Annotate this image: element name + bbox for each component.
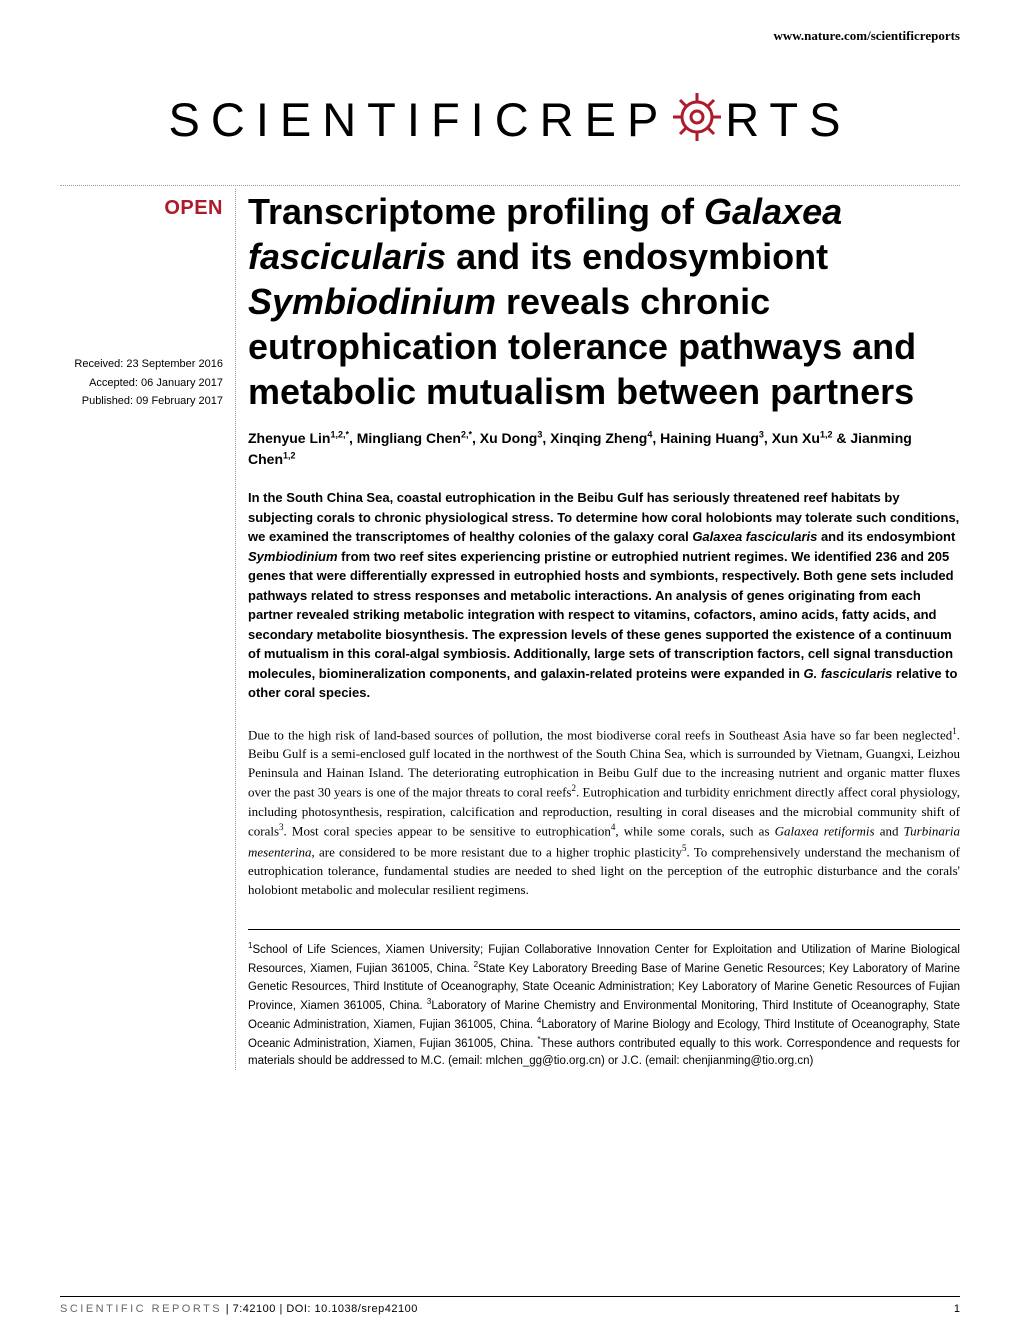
affiliations: 1School of Life Sciences, Xiamen Univers…	[248, 929, 960, 1070]
author-amp: &	[832, 430, 850, 446]
date-published: Published: 09 February 2017	[60, 392, 223, 411]
abstract: In the South China Sea, coastal eutrophi…	[248, 488, 960, 703]
author-5: Haining Huang	[660, 430, 759, 446]
publication-dates: Received: 23 September 2016 Accepted: 06…	[60, 355, 223, 411]
date-accepted: Accepted: 06 January 2017	[60, 374, 223, 393]
author-4-aff: 4	[647, 429, 652, 439]
body-s1: Due to the high risk of land-based sourc…	[248, 727, 952, 742]
author-2-aff: 2,*	[461, 429, 472, 439]
author-2: Mingliang Chen	[357, 430, 461, 446]
footer-brand: SCIENTIFIC REPORTS	[60, 1303, 222, 1315]
body-s4: . Most coral species appear to be sensit…	[284, 824, 611, 839]
date-received: Received: 23 September 2016	[60, 355, 223, 374]
author-5-aff: 3	[759, 429, 764, 439]
open-access-badge: OPEN	[60, 197, 223, 220]
abstract-s5: from two reef sites experiencing pristin…	[248, 549, 954, 681]
author-7-aff: 1,2	[283, 450, 296, 460]
journal-name-part1: SCIENTIFIC	[169, 92, 540, 147]
author-6: Xun Xu	[772, 430, 820, 446]
abstract-s6: G. fascicularis	[804, 666, 893, 681]
header-url: www.nature.com/scientificreports	[60, 28, 960, 44]
left-sidebar: OPEN Received: 23 September 2016 Accepte…	[60, 189, 235, 1070]
divider-top	[60, 185, 960, 186]
abstract-s2: Galaxea fascicularis	[692, 529, 817, 544]
body-paragraph-1: Due to the high risk of land-based sourc…	[248, 725, 960, 900]
author-3: Xu Dong	[480, 430, 538, 446]
body-s6: and	[875, 824, 904, 839]
title-seg4: Symbiodinium	[248, 281, 496, 322]
author-list: Zhenyue Lin1,2,*, Mingliang Chen2,*, Xu …	[248, 428, 960, 470]
body-s7: , are considered to be more resistant du…	[312, 844, 682, 859]
title-seg1: Transcriptome profiling of	[248, 191, 704, 232]
page-footer: SCIENTIFIC REPORTS | 7:42100 | DOI: 10.1…	[60, 1296, 960, 1315]
author-3-aff: 3	[537, 429, 542, 439]
journal-name-part2: REP	[540, 92, 670, 147]
article-title: Transcriptome profiling of Galaxea fasci…	[248, 189, 960, 414]
author-1: Zhenyue Lin	[248, 430, 330, 446]
author-1-aff: 1,2,*	[330, 429, 349, 439]
main-column: Transcriptome profiling of Galaxea fasci…	[235, 189, 960, 1070]
author-4: Xinqing Zheng	[550, 430, 647, 446]
body-s5: , while some corals, such as	[615, 824, 774, 839]
journal-name-part3: RTS	[725, 92, 851, 147]
author-6-aff: 1,2	[820, 429, 833, 439]
abstract-s3: and its endosymbiont	[817, 529, 955, 544]
footer-doi: | 7:42100 | DOI: 10.1038/srep42100	[222, 1303, 418, 1315]
footer-page-number: 1	[954, 1303, 960, 1315]
gear-icon	[669, 89, 725, 150]
footer-citation: SCIENTIFIC REPORTS | 7:42100 | DOI: 10.1…	[60, 1303, 418, 1315]
abstract-s4: Symbiodinium	[248, 549, 338, 564]
body-italic1: Galaxea retiformis	[775, 824, 875, 839]
title-seg3: and its endosymbiont	[446, 236, 828, 277]
journal-logo: SCIENTIFIC REP RTS	[60, 89, 960, 150]
